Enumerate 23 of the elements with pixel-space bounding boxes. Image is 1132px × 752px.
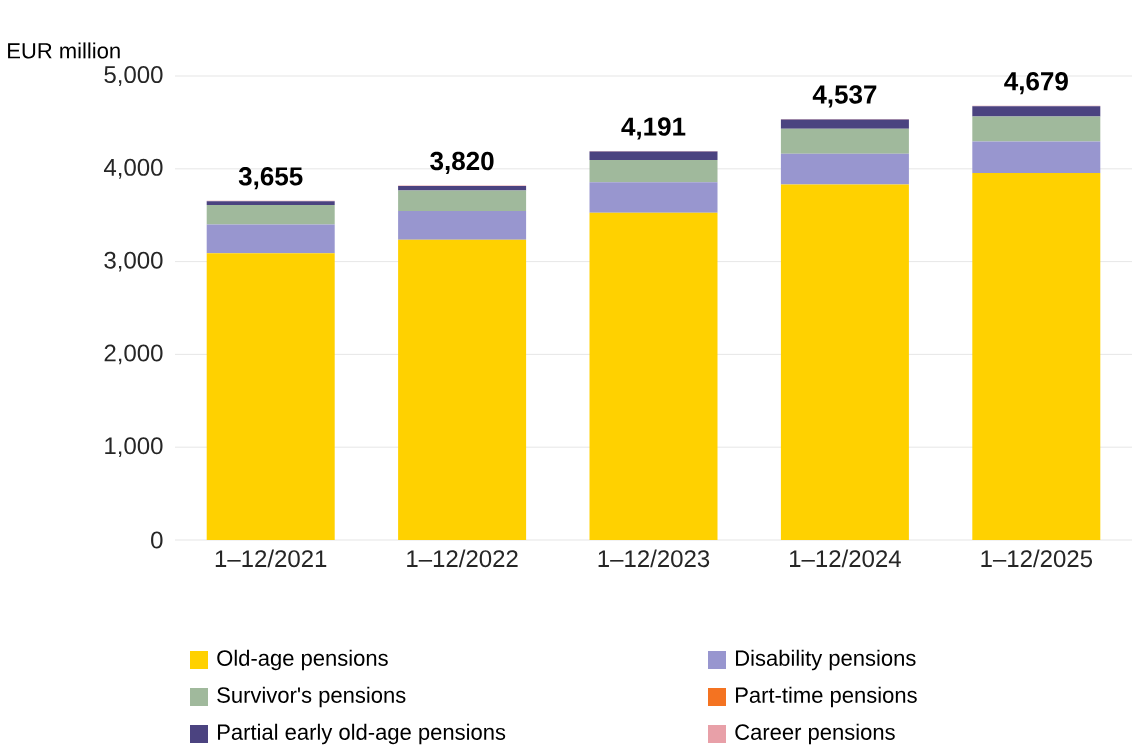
legend-label: Career pensions <box>735 723 895 745</box>
legend-label: Partial early old-age pensions <box>218 723 506 745</box>
y-tick-label: 2,000 <box>104 344 163 365</box>
y-tick-label: 1,000 <box>105 437 163 458</box>
legend-label: Part-time pensions <box>736 686 917 708</box>
x-tick-label: 1–12/2021 <box>215 549 327 568</box>
y-tick-label: 3,000 <box>104 251 163 272</box>
legend-label: Disability pensions <box>736 649 916 671</box>
total-label: 4,679 <box>1004 72 1068 95</box>
y-tick-label: 0 <box>151 531 163 549</box>
x-tick-label: 1–12/2025 <box>981 549 1093 568</box>
total-label: 3,820 <box>430 151 494 174</box>
y-tick-label: 5,000 <box>104 66 163 86</box>
y-axis-title: EUR million <box>8 42 120 59</box>
y-tick-label: 4,000 <box>103 158 163 179</box>
legend-label: Survivor's pensions <box>217 686 406 708</box>
x-tick-label: 1–12/2024 <box>790 549 901 568</box>
x-tick-label: 1–12/2022 <box>407 549 518 568</box>
x-tick-label: 1–12/2023 <box>598 549 710 568</box>
total-label: 4,191 <box>621 117 686 140</box>
total-label: 3,655 <box>238 167 303 190</box>
total-label: 4,537 <box>812 85 877 108</box>
legend-label: Old-age pensions <box>217 649 388 671</box>
